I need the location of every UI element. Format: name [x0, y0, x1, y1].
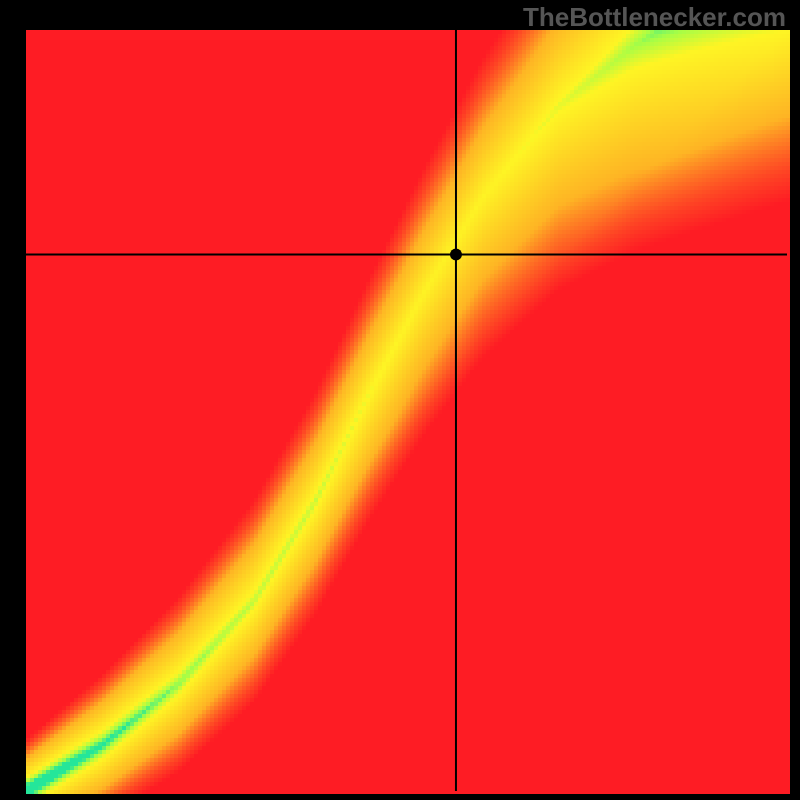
chart-container: TheBottlenecker.com [0, 0, 800, 800]
bottleneck-heatmap [0, 0, 800, 800]
watermark-text: TheBottlenecker.com [523, 2, 786, 33]
